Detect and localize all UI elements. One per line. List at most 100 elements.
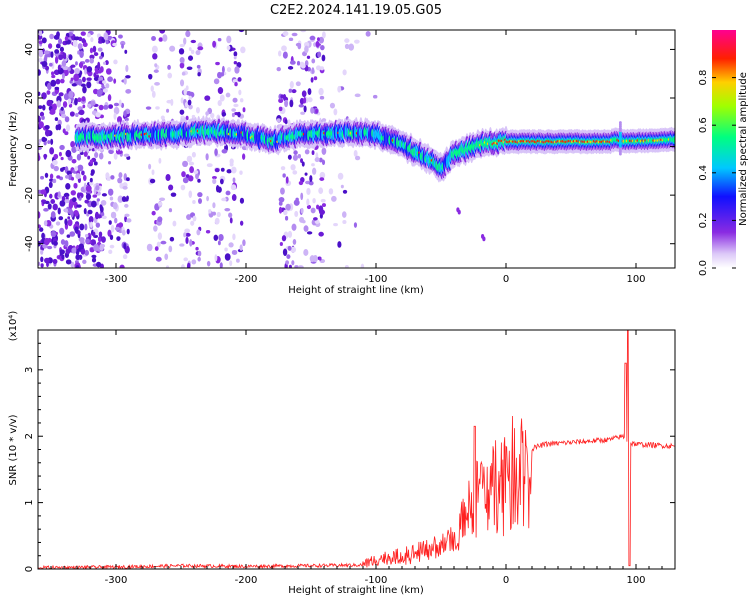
noise-speck	[42, 104, 46, 111]
noise-speck	[233, 55, 237, 60]
noise-speck	[164, 253, 169, 260]
snr-y-ticks: 0 1 2 3	[24, 342, 675, 572]
noise-speck	[312, 167, 317, 175]
noise-speck	[40, 263, 44, 268]
noise-speck	[124, 215, 128, 223]
noise-speck	[38, 146, 42, 151]
noise-speck	[75, 61, 78, 66]
noise-speck	[221, 112, 227, 117]
noise-speck	[97, 47, 103, 52]
noise-speck	[38, 261, 41, 267]
noise-speck	[122, 254, 128, 260]
noise-speck	[99, 244, 105, 251]
noise-speck	[158, 201, 163, 206]
noise-speck	[67, 219, 73, 227]
noise-speck	[319, 209, 326, 215]
noise-speck	[155, 256, 162, 262]
colorbar: 0.0 0.2 0.4 0.6 0.8 Normalized spectral ampl…	[698, 30, 749, 276]
noise-speck	[44, 172, 49, 178]
noise-speck	[304, 45, 309, 54]
noise-speck	[153, 225, 158, 232]
spectrogram-noise	[38, 30, 378, 268]
noise-speck	[49, 193, 53, 199]
noise-speck	[238, 30, 245, 33]
noise-speck	[114, 217, 118, 224]
noise-speck	[55, 78, 61, 85]
noise-speck	[63, 93, 70, 101]
noise-speck	[178, 48, 185, 55]
noise-speck	[105, 83, 110, 89]
noise-speck	[83, 207, 87, 215]
noise-speck	[118, 99, 122, 107]
noise-speck	[165, 265, 170, 268]
noise-speck	[197, 250, 202, 257]
noise-speck	[47, 245, 53, 250]
noise-speck	[154, 63, 158, 68]
noise-speck	[189, 239, 193, 247]
noise-speck	[70, 261, 75, 268]
noise-speck	[85, 185, 92, 192]
noise-speck	[181, 171, 186, 178]
noise-speck	[98, 40, 103, 44]
noise-speck	[197, 72, 201, 77]
noise-speck	[232, 177, 236, 183]
noise-speck	[315, 108, 318, 114]
noise-speck	[278, 98, 284, 104]
noise-speck	[76, 97, 82, 103]
noise-speck	[309, 35, 316, 41]
noise-speck	[53, 165, 59, 172]
noise-speck	[318, 257, 322, 261]
noise-speck	[197, 256, 201, 262]
noise-speck	[157, 216, 163, 223]
noise-speck	[342, 211, 347, 218]
noise-speck	[291, 89, 297, 94]
noise-speck	[87, 209, 93, 215]
noise-speck	[278, 206, 283, 214]
noise-speck	[126, 177, 130, 182]
spectrogram-x-tick-label: 100	[626, 274, 645, 285]
noise-speck	[157, 232, 163, 240]
noise-speck	[291, 32, 298, 37]
noise-speck	[242, 239, 246, 247]
noise-speck	[228, 212, 233, 218]
noise-speck	[60, 106, 64, 111]
noise-speck	[62, 101, 68, 108]
noise-speck	[301, 161, 305, 167]
noise-speck	[158, 157, 162, 164]
noise-speck	[64, 208, 69, 213]
noise-speck	[99, 55, 103, 60]
noise-speck	[300, 207, 304, 214]
noise-speck	[59, 46, 65, 52]
noise-speck	[125, 64, 129, 73]
noise-speck	[73, 73, 80, 82]
noise-speck	[288, 37, 294, 42]
noise-speck	[183, 37, 187, 45]
noise-speck	[124, 117, 129, 122]
noise-speck	[58, 151, 62, 157]
noise-speck	[50, 230, 57, 238]
noise-speck	[233, 51, 238, 57]
noise-speck	[287, 154, 292, 160]
noise-speck	[216, 211, 221, 218]
noise-speck	[187, 99, 192, 106]
spectrogram-x-ticks: -300 -200 -100 0 100	[105, 30, 646, 285]
noise-speck	[60, 78, 65, 84]
noise-speck	[98, 231, 103, 238]
noise-speck	[49, 173, 54, 179]
noise-speck	[333, 108, 338, 116]
noise-speck	[217, 87, 224, 95]
noise-speck	[65, 259, 72, 265]
noise-speck	[65, 183, 71, 190]
noise-speck	[103, 61, 107, 65]
noise-speck	[291, 223, 297, 231]
noise-speck	[231, 249, 238, 255]
noise-speck	[103, 104, 109, 110]
noise-speck	[213, 78, 220, 85]
noise-speck	[180, 184, 186, 191]
noise-speck	[172, 220, 177, 227]
noise-speck	[54, 117, 59, 122]
noise-speck	[353, 222, 358, 228]
noise-speck	[231, 166, 237, 174]
